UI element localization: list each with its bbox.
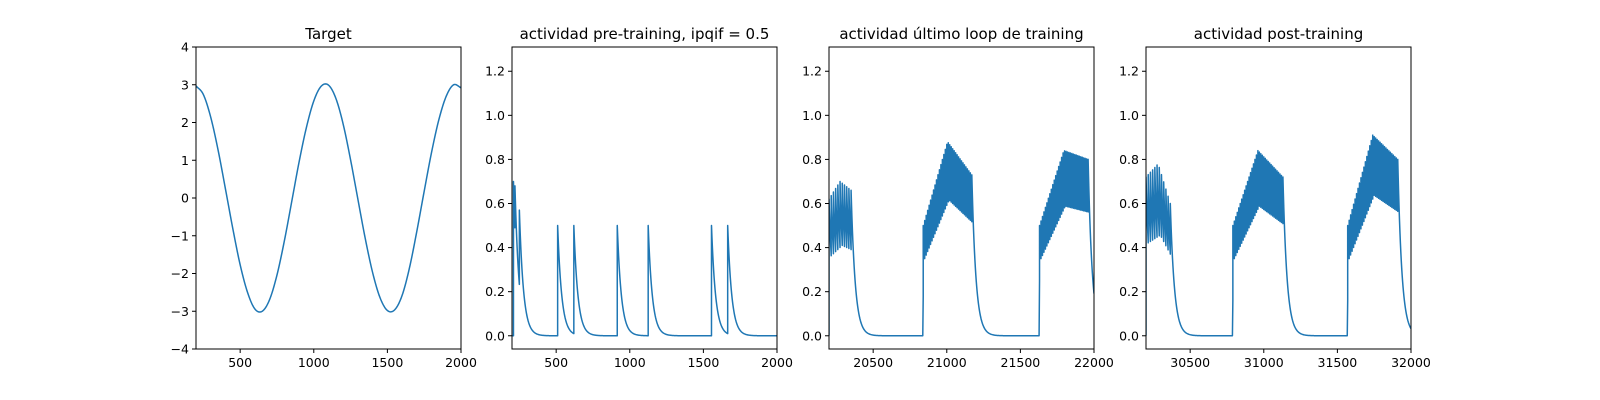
y-tick-label: −2 xyxy=(171,266,189,281)
y-tick-label: 0.0 xyxy=(1119,328,1139,343)
y-tick-label: 1 xyxy=(181,153,189,168)
y-tick-label: 1.0 xyxy=(1119,108,1139,123)
pre-training-panel: actividad pre-training, ipqif = 0.5 500 1… xyxy=(485,25,793,370)
y-tick-label: −4 xyxy=(171,342,189,357)
y-tick-label: 1.0 xyxy=(802,108,822,123)
x-tick-label: 1000 xyxy=(614,355,646,370)
y-tick-label: 4 xyxy=(181,40,189,55)
y-tick-label: 0.8 xyxy=(802,152,822,167)
y-tick-label: 0 xyxy=(181,191,189,206)
target-title: Target xyxy=(304,25,352,43)
x-tick-label: 31500 xyxy=(1318,355,1358,370)
x-tick-label: 21000 xyxy=(927,355,967,370)
y-tick-label: 0.8 xyxy=(485,152,505,167)
y-tick-label: 0.0 xyxy=(802,328,822,343)
y-tick-label: 0.6 xyxy=(802,196,822,211)
series-line xyxy=(829,142,1094,337)
y-tick-label: 0.8 xyxy=(1119,152,1139,167)
y-tick-label: 2 xyxy=(181,115,189,130)
x-tick-label: 21500 xyxy=(1001,355,1041,370)
post-training-title: actividad post-training xyxy=(1194,25,1363,43)
x-tick-label: 2000 xyxy=(445,355,477,370)
y-tick-label: 0.4 xyxy=(485,240,505,255)
y-tick-label: 1.2 xyxy=(1119,64,1139,79)
x-tick-label: 500 xyxy=(544,355,568,370)
series-line xyxy=(1146,134,1411,337)
y-tick-label: 1.2 xyxy=(802,64,822,79)
y-tick-label: 1.2 xyxy=(485,64,505,79)
post-training-panel: actividad post-training 30500 31000 31500 3… xyxy=(1119,25,1431,370)
pre-training-title: actividad pre-training, ipqif = 0.5 xyxy=(520,25,770,43)
y-tick-label: 0.2 xyxy=(802,284,822,299)
axes-frame xyxy=(511,46,778,350)
y-tick-label: 0.0 xyxy=(485,328,505,343)
y-tick-label: 3 xyxy=(181,77,189,92)
x-tick-label: 20500 xyxy=(853,355,893,370)
y-tick-label: 0.4 xyxy=(1119,240,1139,255)
x-tick-label: 1000 xyxy=(298,355,330,370)
x-tick-label: 22000 xyxy=(1074,355,1114,370)
axes-frame xyxy=(828,46,1095,350)
target-panel: Target 500 1000 1500 2000 −4 −3 −2 −1 0 1 2 3 4 xyxy=(171,25,477,370)
y-tick-label: 0.4 xyxy=(802,240,822,255)
x-tick-label: 1500 xyxy=(371,355,403,370)
last-training-loop-title: actividad último loop de training xyxy=(839,25,1083,43)
x-tick-label: 31000 xyxy=(1244,355,1284,370)
y-tick-label: −3 xyxy=(171,304,189,319)
y-tick-label: 0.2 xyxy=(1119,284,1139,299)
x-tick-label: 30500 xyxy=(1170,355,1210,370)
axes-frame xyxy=(1145,46,1412,350)
series-line xyxy=(512,180,777,337)
x-tick-label: 1500 xyxy=(687,355,719,370)
last-training-loop-panel: actividad último loop de training 20500 2… xyxy=(802,25,1114,370)
y-tick-label: 0.6 xyxy=(485,196,505,211)
y-tick-label: −1 xyxy=(171,228,189,243)
x-tick-label: 2000 xyxy=(761,355,793,370)
x-tick-label: 500 xyxy=(228,355,252,370)
x-tick-label: 32000 xyxy=(1391,355,1431,370)
y-tick-label: 0.2 xyxy=(485,284,505,299)
y-tick-label: 0.6 xyxy=(1119,196,1139,211)
series-line xyxy=(196,83,461,313)
y-tick-label: 1.0 xyxy=(485,108,505,123)
